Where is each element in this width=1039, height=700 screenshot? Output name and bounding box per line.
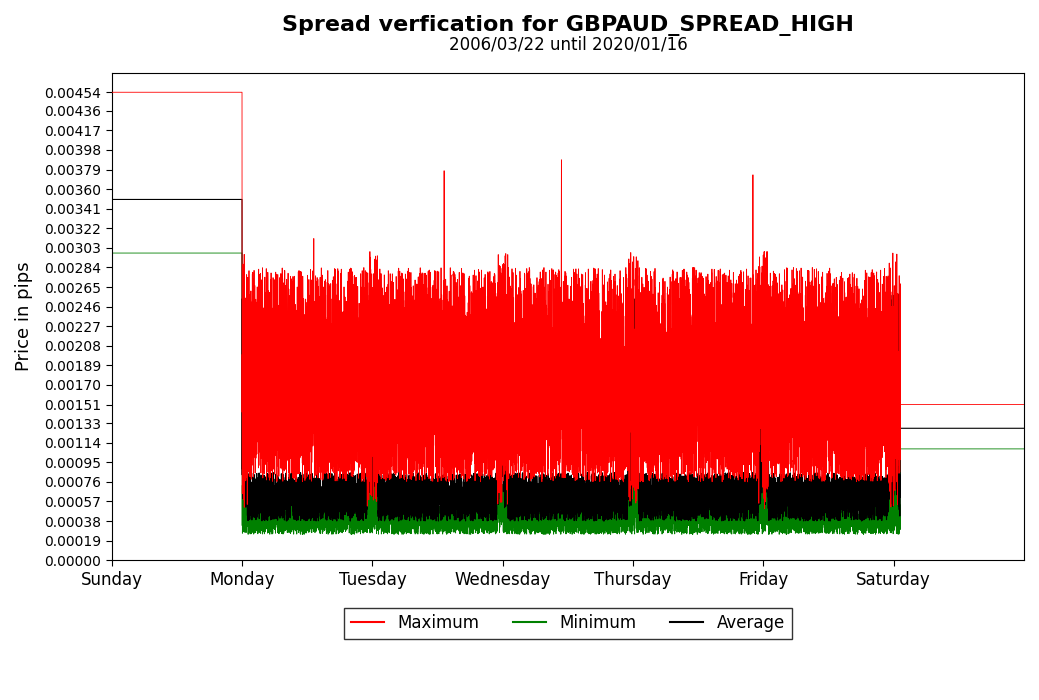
Text: 2006/03/22 until 2020/01/16: 2006/03/22 until 2020/01/16 <box>449 35 687 53</box>
Title: Spread verfication for GBPAUD_SPREAD_HIGH: Spread verfication for GBPAUD_SPREAD_HIG… <box>282 15 854 36</box>
Y-axis label: Price in pips: Price in pips <box>15 262 33 371</box>
Legend: Maximum, Minimum, Average: Maximum, Minimum, Average <box>344 608 792 639</box>
